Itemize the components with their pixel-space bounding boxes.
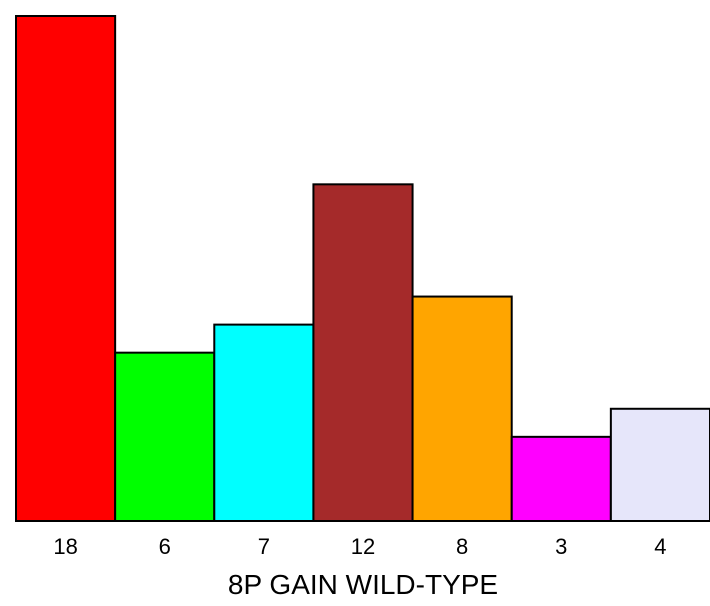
bar-4 [609, 407, 710, 522]
bar-18 [15, 15, 117, 522]
bar-3 [510, 435, 612, 523]
bar-6 [114, 351, 216, 522]
bar-7 [213, 323, 315, 522]
bar-8 [411, 295, 513, 522]
x-tick-label: 4 [654, 534, 666, 559]
x-tick-label: 7 [258, 534, 270, 559]
bars-group [15, 15, 710, 523]
x-tick-label: 8 [456, 534, 468, 559]
x-tick-label: 6 [159, 534, 171, 559]
x-tick-label: 3 [555, 534, 567, 559]
bar-12 [312, 183, 414, 522]
x-axis-title: 8P GAIN WILD-TYPE [228, 569, 498, 600]
tick-labels-group: 18 6 7 12 8 3 4 [53, 534, 666, 559]
x-tick-label: 18 [53, 534, 77, 559]
x-tick-label: 12 [351, 534, 375, 559]
